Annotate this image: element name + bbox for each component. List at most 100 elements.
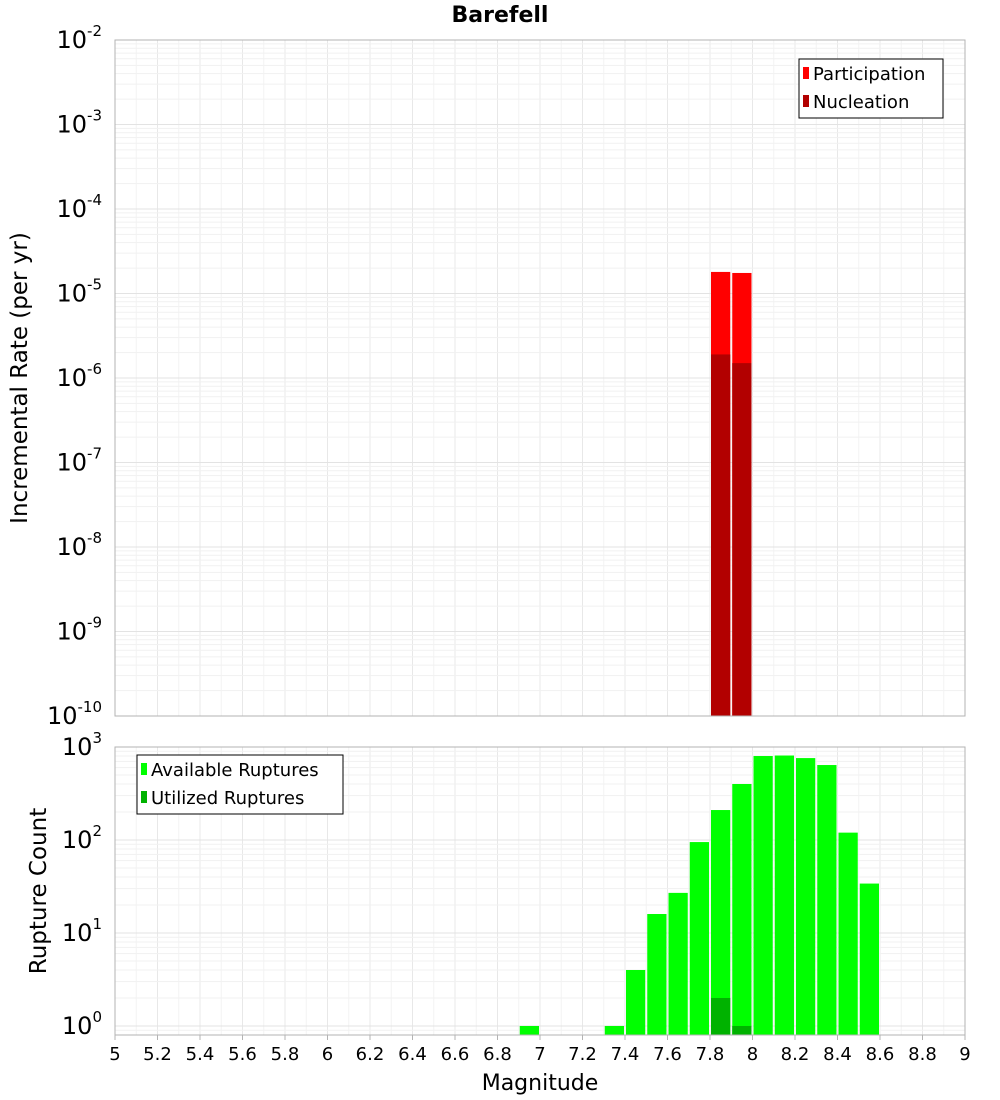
bottom-bar-available-ruptures-3: [647, 914, 667, 1035]
bottom-bar-available-ruptures-11: [817, 765, 837, 1035]
top-y-tick-label: 10-6: [56, 360, 102, 392]
y-tick-base: 10: [47, 702, 78, 730]
bottom-bar-available-ruptures-13: [859, 883, 879, 1035]
bottom-bar-available-ruptures-8: [753, 756, 773, 1035]
y-tick-base: 10: [62, 1012, 93, 1040]
x-tick-label: 5.8: [271, 1044, 300, 1065]
legend-swatch: [141, 763, 147, 775]
bottom-bar-available-ruptures-0: [519, 1025, 539, 1035]
bottom-y-tick-label: 102: [62, 822, 102, 854]
legend-label: Nucleation: [813, 92, 909, 113]
x-tick-label: 7.8: [696, 1044, 725, 1065]
x-tick-label: 8: [747, 1044, 758, 1065]
bottom-y-axis-label: Rupture Count: [26, 808, 52, 974]
x-tick-label: 8.6: [866, 1044, 895, 1065]
y-tick-exponent: 2: [92, 822, 102, 840]
x-tick-label: 5.4: [186, 1044, 215, 1065]
y-tick-base: 10: [62, 826, 93, 854]
bottom-y-tick-label: 100: [62, 1008, 102, 1040]
bottom-y-tick-label: 103: [62, 729, 102, 761]
bottom-bar-available-ruptures-2: [626, 969, 646, 1035]
bottom-bar-utilized-ruptures-0: [711, 997, 731, 1035]
y-tick-base: 10: [56, 618, 87, 646]
bottom-bar-available-ruptures-12: [838, 832, 858, 1035]
bottom-bar-utilized-ruptures-1: [732, 1025, 752, 1035]
y-tick-exponent: -4: [87, 191, 102, 209]
legend-label: Utilized Ruptures: [151, 788, 304, 809]
legend-swatch: [803, 67, 809, 79]
top-legend: Participation Nucleation: [798, 58, 944, 119]
legend-label: Participation: [813, 64, 925, 85]
y-tick-exponent: -5: [87, 276, 102, 294]
bottom-y-tick-label: 101: [62, 915, 102, 947]
x-tick-label: 7.4: [611, 1044, 640, 1065]
y-tick-exponent: -8: [87, 529, 102, 547]
y-tick-exponent: 0: [92, 1008, 102, 1026]
y-tick-base: 10: [62, 733, 93, 761]
x-axis-label: Magnitude: [482, 1071, 599, 1096]
bottom-bar-available-ruptures-5: [689, 842, 709, 1035]
top-bar-nucleation-0: [711, 354, 731, 716]
bottom-bar-available-ruptures-6: [711, 810, 731, 1035]
x-tick-label: 7.6: [653, 1044, 682, 1065]
x-tick-label: 6.8: [483, 1044, 512, 1065]
bottom-legend-box: [136, 754, 344, 815]
y-tick-exponent: -2: [87, 22, 102, 40]
top-y-axis-label: Incremental Rate (per yr): [7, 232, 33, 524]
x-tick-label: 5.2: [143, 1044, 172, 1065]
y-tick-exponent: -7: [87, 445, 102, 463]
top-y-tick-label: 10-8: [56, 529, 102, 561]
bottom-bar-available-ruptures-1: [604, 1025, 624, 1035]
y-tick-base: 10: [56, 195, 87, 223]
top-y-tick-label: 10-9: [56, 614, 102, 646]
x-ticks: 5 5.2 5.4 5.6 5.8 6 6.2 6.4 6.6 6.8 7 7.2 7.4 7.6 7.8 8…: [109, 1035, 971, 1065]
top-y-tick-label: 10-2: [56, 22, 102, 54]
top-y-tick-label: 10-10: [47, 698, 102, 730]
y-tick-base: 10: [56, 364, 87, 392]
x-tick-label: 7.2: [568, 1044, 597, 1065]
bottom-bar-available-ruptures-7: [732, 784, 752, 1035]
top-grid: [114, 39, 966, 717]
x-tick-label: 9: [959, 1044, 970, 1065]
y-tick-base: 10: [56, 449, 87, 477]
top-y-tick-label: 10-5: [56, 276, 102, 308]
y-tick-exponent: -6: [87, 360, 102, 378]
y-tick-base: 10: [56, 280, 87, 308]
top-legend-box: [798, 58, 944, 119]
y-tick-exponent: 3: [92, 729, 102, 747]
x-tick-label: 8.8: [908, 1044, 937, 1065]
x-tick-label: 6: [322, 1044, 333, 1065]
y-tick-base: 10: [62, 919, 93, 947]
legend-label: Available Ruptures: [151, 760, 319, 781]
top-y-ticks: 10-210-310-410-510-610-710-810-910-10: [47, 22, 102, 730]
x-tick-label: 7: [534, 1044, 545, 1065]
chart-title: Barefell: [452, 3, 549, 28]
x-tick-label: 5.6: [228, 1044, 257, 1065]
x-tick-label: 8.2: [781, 1044, 810, 1065]
top-bars: [711, 271, 752, 716]
top-y-tick-label: 10-3: [56, 107, 102, 139]
bottom-bar-available-ruptures-10: [796, 758, 816, 1035]
y-tick-exponent: -9: [87, 614, 102, 632]
legend-swatch: [803, 95, 809, 107]
legend-swatch: [141, 791, 147, 803]
x-tick-label: 8.4: [823, 1044, 852, 1065]
x-tick-label: 5: [109, 1044, 120, 1065]
bottom-bar-available-ruptures-9: [774, 755, 794, 1035]
y-tick-base: 10: [56, 26, 87, 54]
y-tick-base: 10: [56, 111, 87, 139]
x-tick-label: 6.2: [356, 1044, 385, 1065]
bottom-bar-available-ruptures-4: [668, 892, 688, 1035]
bottom-bars: [519, 755, 879, 1035]
top-y-tick-label: 10-4: [56, 191, 102, 223]
x-tick-label: 6.4: [398, 1044, 427, 1065]
top-y-tick-label: 10-7: [56, 445, 102, 477]
y-tick-base: 10: [56, 533, 87, 561]
y-tick-exponent: 1: [92, 915, 102, 933]
y-tick-exponent: -3: [87, 107, 102, 125]
top-plot-border: [114, 39, 966, 717]
bottom-legend: Available Ruptures Utilized Ruptures: [136, 754, 344, 815]
y-tick-exponent: -10: [78, 698, 103, 716]
